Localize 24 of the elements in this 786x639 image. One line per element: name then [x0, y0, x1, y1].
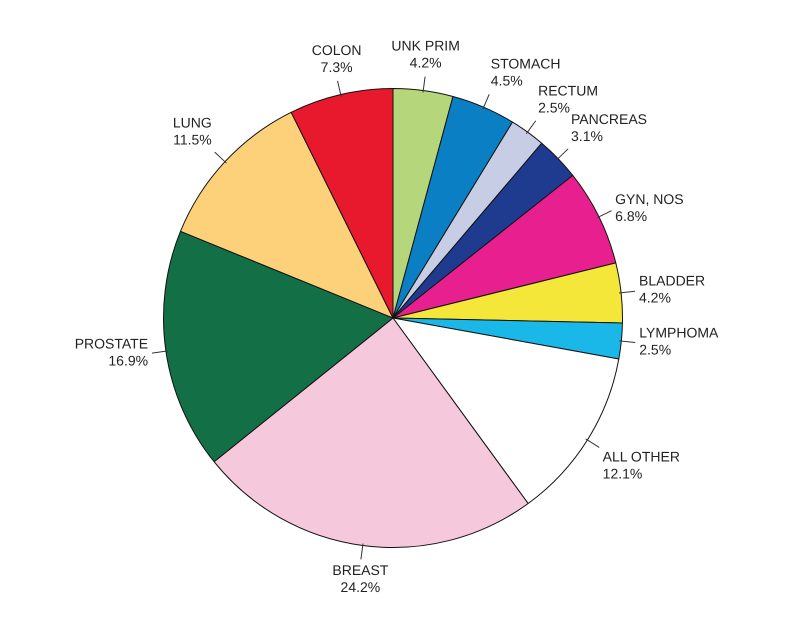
slice-label: ALL OTHER — [602, 448, 680, 464]
slice-label: STOMACH — [490, 55, 561, 72]
slice-label: PANCREAS — [571, 110, 647, 127]
slice-label: LUNG — [172, 114, 212, 130]
data-label: 24.2% — [340, 579, 380, 596]
slice-label: RECTUM — [538, 82, 598, 98]
data-label: 12.1% — [602, 465, 642, 482]
data-label: 3.1% — [571, 128, 603, 144]
data-label: 11.5% — [173, 131, 212, 148]
slice-label: BREAST — [332, 562, 389, 578]
slice-label: COLON — [312, 42, 362, 58]
slice-label: LYMPHOMA — [639, 324, 719, 341]
slice-label: PROSTATE — [74, 336, 148, 352]
data-label: 4.2% — [639, 290, 671, 306]
data-label: 16.9% — [108, 352, 148, 369]
data-label: 2.5% — [538, 99, 570, 116]
data-label: 4.2% — [410, 54, 442, 71]
slice-label: GYN, NOS — [615, 190, 684, 207]
data-label: 7.3% — [320, 58, 353, 75]
data-label: 6.8% — [615, 208, 648, 224]
data-label: 2.5% — [639, 342, 672, 358]
slice-label: BLADDER — [639, 272, 706, 289]
data-label: 4.5% — [490, 72, 523, 88]
slice-label: UNK PRIM — [391, 38, 460, 54]
